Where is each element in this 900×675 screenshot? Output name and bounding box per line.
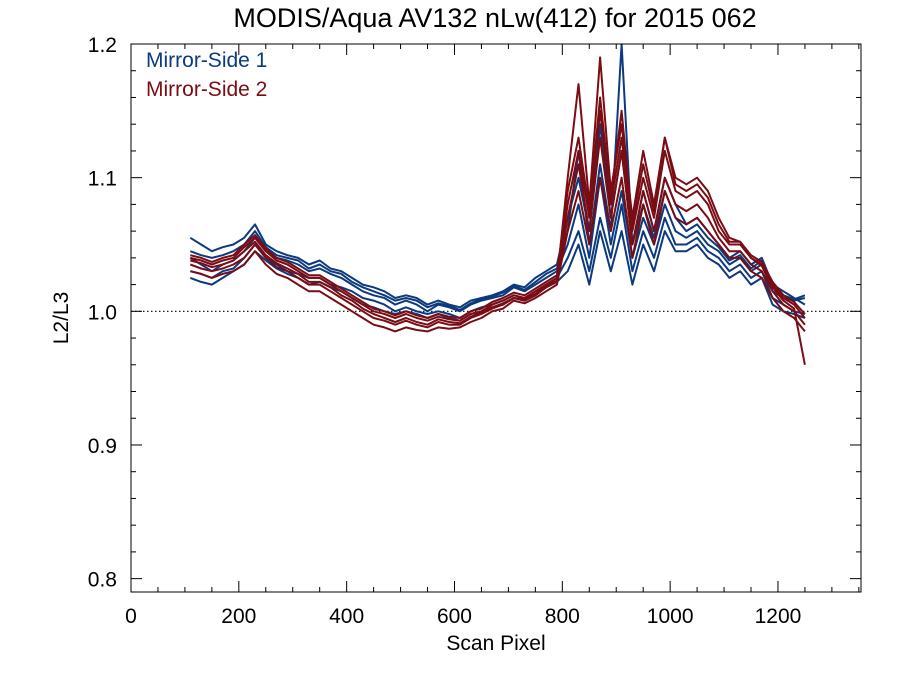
y-tick-label: 1.0 (88, 301, 117, 324)
x-tick-label: 600 (437, 605, 472, 628)
series-2-line (190, 96, 806, 319)
x-tick-label: 0 (125, 605, 137, 628)
series-1-line (189, 44, 806, 311)
series-2-line (189, 136, 806, 329)
y-tick-label: 0.8 (88, 569, 117, 592)
plot-frame (130, 43, 862, 593)
chart-title: MODIS/Aqua AV132 nLw(412) for 2015 062 (233, 3, 756, 33)
series-1 (189, 44, 806, 322)
y-tick-label: 1.1 (88, 168, 117, 191)
x-tick-label: 1200 (755, 605, 802, 628)
y-tick-label: 1.2 (88, 34, 117, 57)
series-layer (189, 44, 806, 365)
series-2-line (190, 109, 806, 322)
series-1-line (189, 176, 806, 313)
x-tick-label: 800 (545, 605, 580, 628)
legend-entry-mirror-side-1: Mirror-Side 1 (146, 49, 267, 72)
x-axis-label: Scan Pixel (446, 632, 545, 655)
x-tick-label: 1000 (647, 605, 694, 628)
series-2-line (190, 176, 806, 333)
legend: Mirror-Side 1 Mirror-Side 2 (146, 49, 267, 101)
legend-entry-mirror-side-2: Mirror-Side 2 (146, 78, 267, 101)
axis-ticks: 0 200 400 600 800 1000 1200 0.8 0.9 1.0 1.1 1.2 (88, 34, 861, 628)
x-tick-label: 200 (221, 605, 256, 628)
series-2 (189, 56, 806, 365)
series-2-line (190, 56, 806, 365)
y-tick-label: 0.9 (88, 435, 117, 458)
y-axis-label: L2/L3 (50, 292, 73, 345)
x-tick-label: 400 (329, 605, 364, 628)
